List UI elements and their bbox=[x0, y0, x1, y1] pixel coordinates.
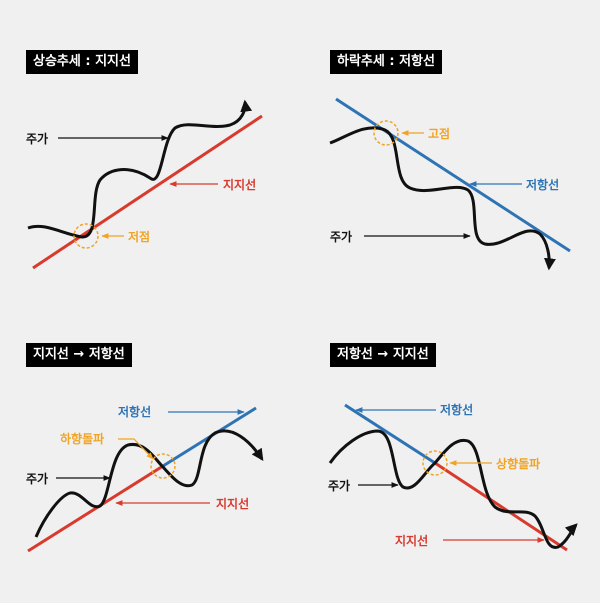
breakdown-arrow bbox=[118, 438, 154, 460]
panel-resistance-to-support: 저항선 → 지지선 저항선 상향돌파 주가 지지선 bbox=[300, 301, 600, 602]
panel-title: 저항선 → 지지선 bbox=[330, 343, 436, 367]
support-label: 지지선 bbox=[223, 177, 256, 192]
support-label: 지지선 bbox=[395, 533, 428, 548]
panel-title: 하락추세 : 저항선 bbox=[330, 50, 442, 74]
price-line bbox=[328, 429, 578, 549]
price-line bbox=[34, 429, 264, 538]
price-label: 주가 bbox=[26, 471, 48, 486]
low-point-marker bbox=[73, 223, 99, 249]
support-line bbox=[434, 461, 568, 552]
price-label: 주가 bbox=[26, 131, 48, 146]
breakdown-marker bbox=[150, 453, 176, 479]
panel-title: 지지선 → 저항선 bbox=[26, 343, 132, 367]
uptrend-diagram: 주가 지지선 저점 bbox=[26, 99, 263, 270]
support-line bbox=[32, 114, 263, 270]
breakout-label: 상향돌파 bbox=[496, 456, 540, 471]
resistance-line bbox=[344, 403, 436, 465]
price-line bbox=[27, 99, 253, 239]
panel-downtrend-resistance: 하락추세 : 저항선 고점 저항선 주가 bbox=[300, 0, 600, 301]
breakdown-label: 하향돌파 bbox=[60, 431, 104, 446]
support-to-resistance-diagram: 저항선 하향돌파 주가 지지선 bbox=[26, 404, 264, 553]
resistance-to-support-diagram: 저항선 상향돌파 주가 지지선 bbox=[328, 402, 578, 552]
panel-uptrend-support: 상승추세 : 지지선 주가 지지선 저점 bbox=[0, 0, 300, 301]
panel-support-to-resistance: 지지선 → 저항선 저항선 하향돌파 주가 지지선 bbox=[0, 301, 300, 602]
support-line bbox=[27, 464, 164, 553]
high-point-marker bbox=[373, 120, 399, 146]
high-point-label: 고점 bbox=[428, 126, 450, 141]
support-label: 지지선 bbox=[216, 496, 249, 511]
resistance-line bbox=[335, 97, 571, 253]
low-point-label: 저점 bbox=[128, 229, 150, 244]
breakout-marker bbox=[422, 450, 448, 476]
price-label: 주가 bbox=[330, 229, 352, 244]
resistance-label: 저항선 bbox=[526, 177, 559, 192]
resistance-label: 저항선 bbox=[118, 404, 151, 419]
price-label: 주가 bbox=[328, 478, 350, 493]
resistance-label: 저항선 bbox=[440, 402, 473, 417]
downtrend-diagram: 고점 저항선 주가 bbox=[329, 97, 571, 271]
panel-title: 상승추세 : 지지선 bbox=[26, 50, 138, 74]
price-line bbox=[329, 126, 556, 271]
